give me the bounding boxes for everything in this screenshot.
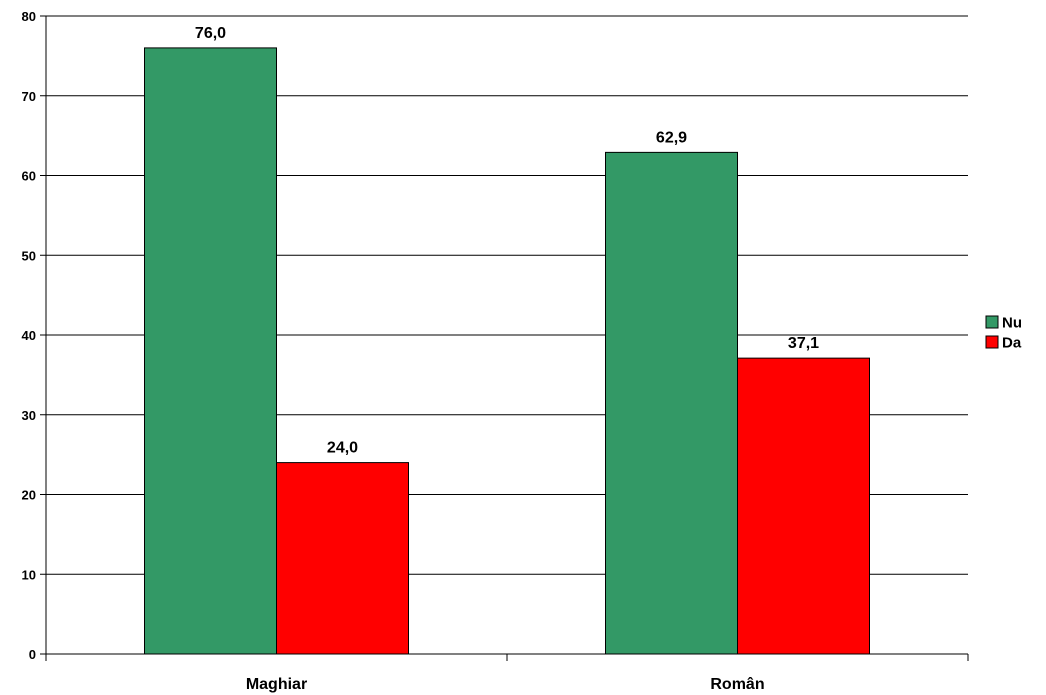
data-label-nu-maghiar: 76,0: [195, 25, 226, 42]
y-tick-label-10: 10: [22, 567, 36, 582]
data-label-da-maghiar: 24,0: [327, 440, 358, 457]
y-tick-label-70: 70: [22, 89, 36, 104]
data-label-da-rom-n: 37,1: [788, 335, 819, 352]
y-tick-label-60: 60: [22, 169, 36, 184]
data-label-nu-rom-n: 62,9: [656, 129, 687, 146]
y-tick-label-50: 50: [22, 248, 36, 263]
y-tick-label-40: 40: [22, 328, 36, 343]
bars: [145, 48, 870, 654]
bar-nu-rom-n: [606, 152, 738, 654]
y-tick-label-30: 30: [22, 408, 36, 423]
bar-da-rom-n: [738, 358, 870, 654]
legend-swatch-nu: [986, 316, 998, 328]
x-tick-label-1: Român: [710, 676, 764, 693]
bar-da-maghiar: [277, 463, 409, 654]
legend-swatch-da: [986, 336, 998, 348]
legend: Nu Da: [986, 315, 1022, 352]
y-tick-label-80: 80: [22, 9, 36, 24]
y-tick-label-0: 0: [29, 647, 36, 662]
y-tick-label-20: 20: [22, 488, 36, 503]
bar-nu-maghiar: [145, 48, 277, 654]
legend-label-da: Da: [1002, 335, 1022, 352]
x-tick-label-0: Maghiar: [246, 676, 307, 693]
legend-label-nu: Nu: [1002, 315, 1022, 332]
